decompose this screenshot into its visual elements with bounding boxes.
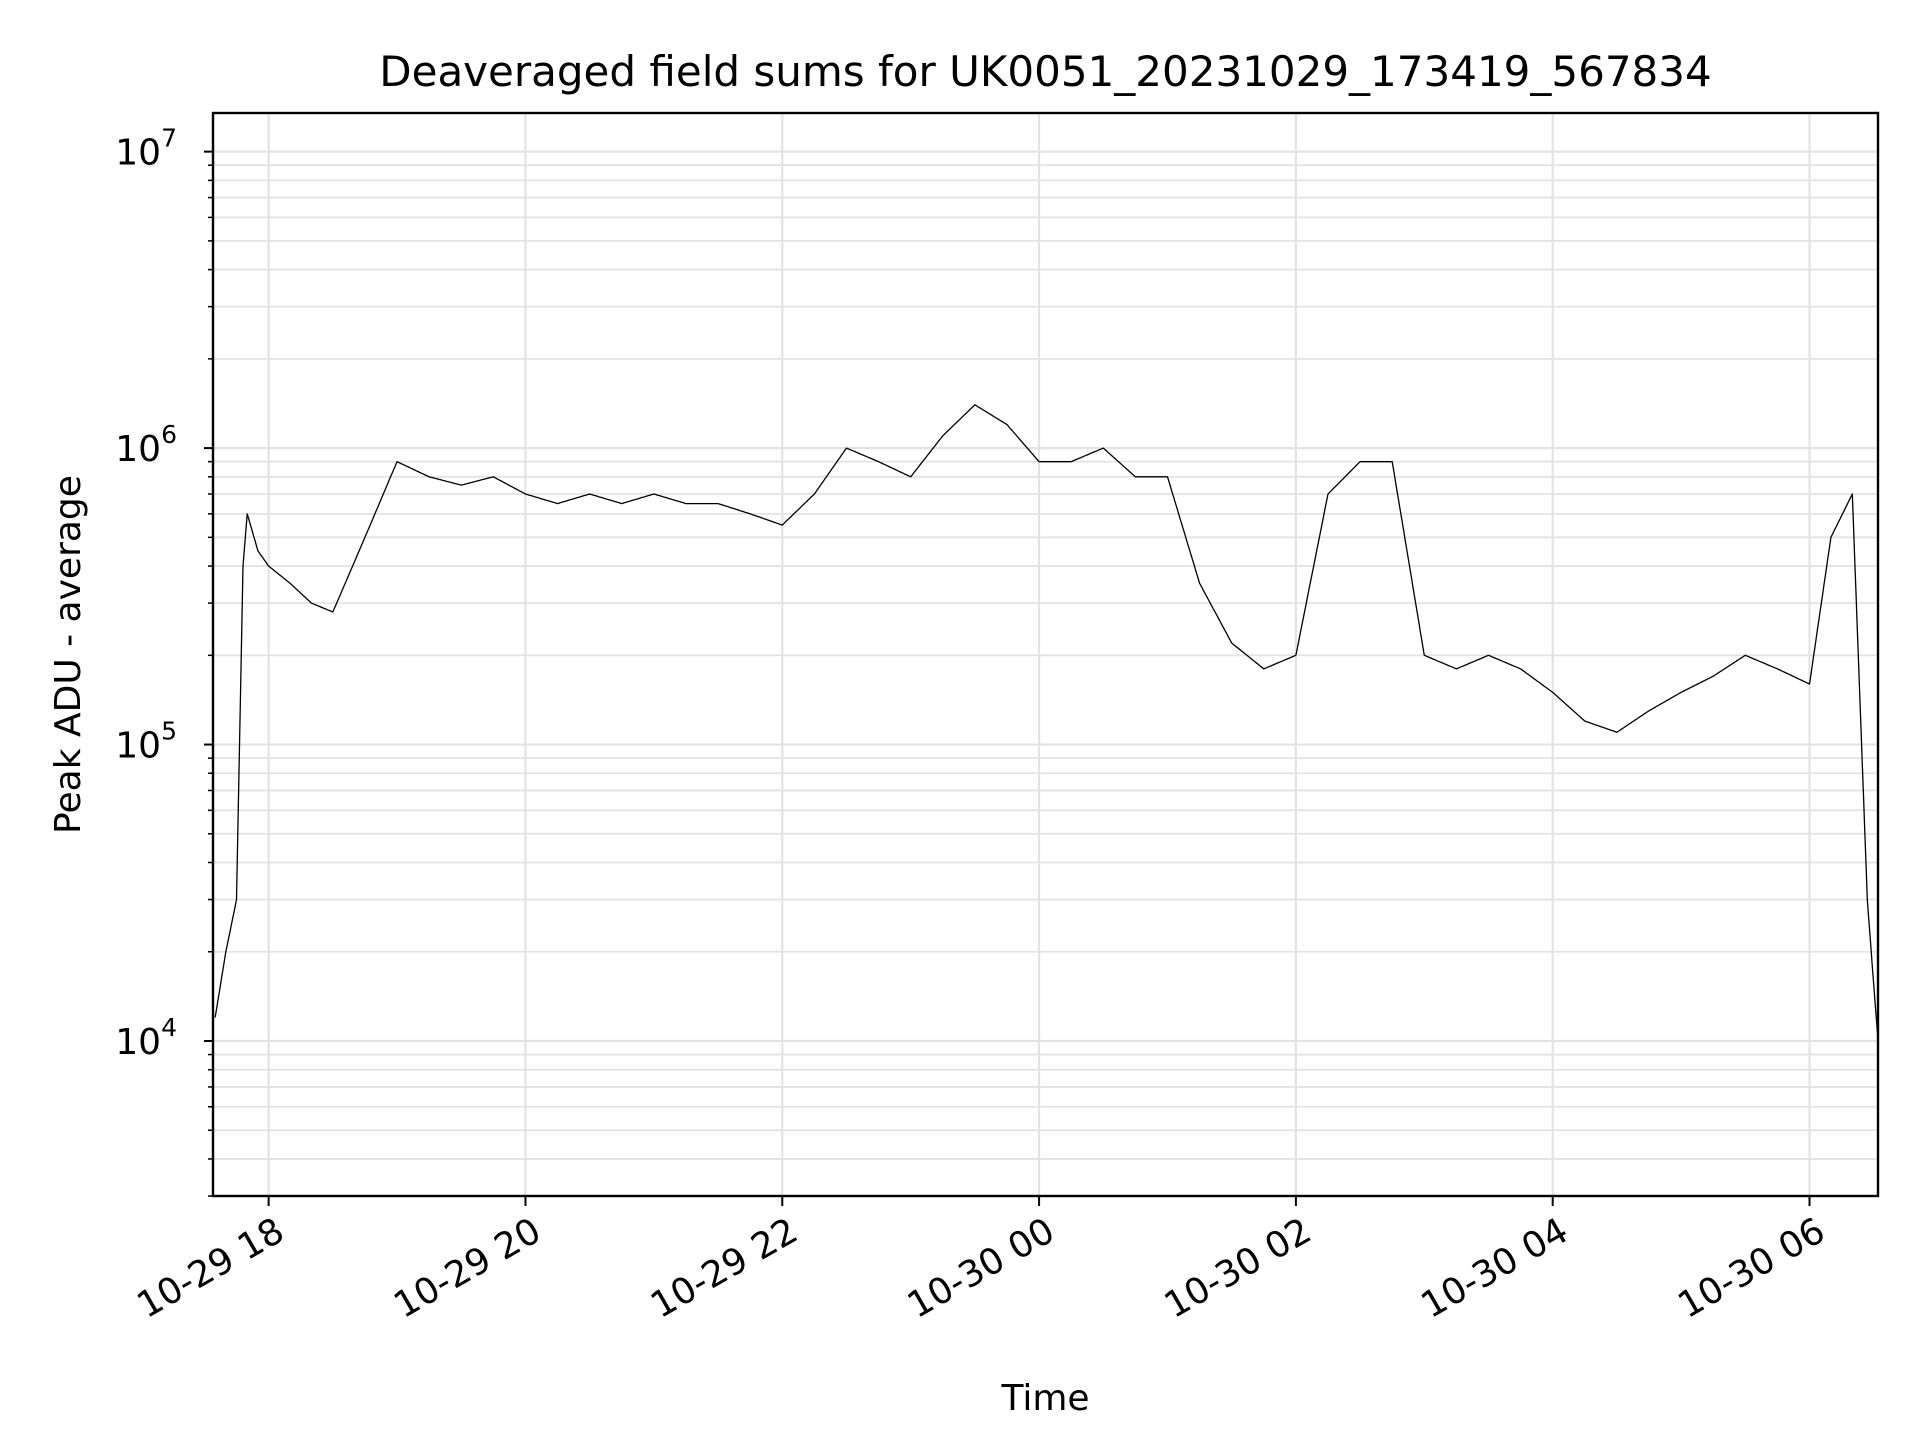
y-tick-label: 107	[115, 124, 177, 174]
y-tick-label: 104	[115, 1013, 177, 1063]
chart-title: Deaveraged field sums for UK0051_2023102…	[379, 47, 1711, 96]
y-tick-exponent: 4	[161, 1013, 177, 1042]
y-axis-label: Peak ADU - average	[48, 475, 89, 834]
y-tick-base: 10	[115, 133, 161, 174]
y-tick-label: 106	[115, 420, 177, 470]
y-tick-exponent: 6	[161, 420, 177, 449]
y-tick-exponent: 5	[161, 717, 177, 746]
y-tick-exponent: 7	[161, 124, 177, 153]
y-tick-label: 105	[115, 717, 177, 767]
plot-frame	[211, 111, 1880, 1198]
series-layer	[214, 404, 1879, 1042]
x-axis-label: Time	[1000, 1378, 1089, 1419]
series-line	[214, 404, 1879, 1042]
y-tick-base: 10	[115, 726, 161, 767]
y-tick-base: 10	[115, 1022, 161, 1063]
y-tick-base: 10	[115, 429, 161, 470]
